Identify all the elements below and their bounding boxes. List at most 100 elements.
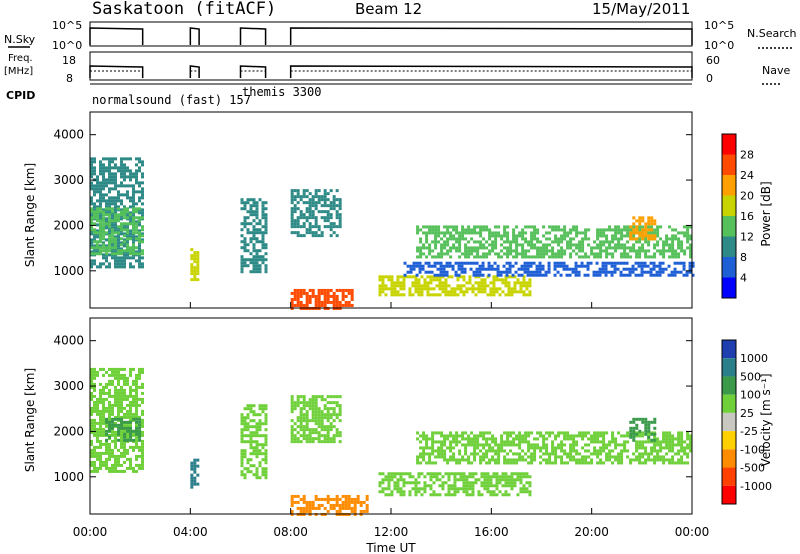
- heat-cell: [587, 443, 591, 447]
- heat-cell: [650, 420, 654, 424]
- heat-cell: [255, 440, 259, 444]
- heat-cell: [473, 452, 477, 456]
- heat-cell: [473, 228, 477, 232]
- heat-cell: [450, 290, 454, 294]
- heat-cell: [302, 497, 306, 501]
- heat-cell: [607, 261, 611, 265]
- heat-cell: [308, 500, 312, 504]
- heat-cell: [619, 270, 623, 274]
- heat-cell: [141, 391, 144, 395]
- heat-cell: [553, 267, 557, 271]
- heat-cell: [264, 437, 268, 441]
- heat-cell: [506, 237, 510, 241]
- heat-cell: [611, 455, 615, 459]
- heat-cell: [569, 237, 573, 241]
- heat-cell: [90, 228, 93, 232]
- heat-cell: [111, 181, 114, 185]
- heat-cell: [605, 443, 609, 447]
- heat-cell: [505, 270, 509, 274]
- heat-cell: [132, 238, 135, 242]
- heat-cell: [502, 264, 506, 268]
- heat-cell: [293, 225, 297, 229]
- heat-cell: [132, 175, 135, 179]
- heat-cell: [491, 455, 495, 459]
- heat-cell: [320, 395, 324, 399]
- heat-cell: [453, 287, 457, 291]
- heat-cell: [671, 440, 675, 444]
- heat-cell: [566, 231, 570, 235]
- heat-cell: [595, 261, 599, 265]
- heat-cell: [258, 443, 262, 447]
- heat-cell: [123, 232, 126, 236]
- heat-cell: [530, 246, 534, 250]
- heat-cell: [114, 400, 117, 404]
- heat-cell: [381, 287, 385, 291]
- heat-cell: [437, 440, 441, 444]
- heat-cell: [123, 238, 126, 242]
- heat-cell: [193, 464, 197, 468]
- y-tick-label: 4000: [53, 334, 84, 348]
- heat-cell: [605, 446, 609, 450]
- heat-cell: [96, 406, 99, 410]
- heat-cell: [557, 434, 561, 438]
- heat-cell: [492, 490, 496, 494]
- heat-cell: [656, 234, 660, 238]
- heat-cell: [449, 446, 453, 450]
- heat-cell: [111, 423, 115, 427]
- heat-cell: [507, 290, 511, 294]
- heat-cell: [602, 461, 606, 465]
- heat-cell: [569, 458, 573, 462]
- heat-cell: [93, 216, 96, 220]
- heat-cell: [90, 409, 93, 413]
- heat-cell: [335, 416, 339, 420]
- heat-cell: [138, 207, 141, 211]
- heat-cell: [522, 293, 526, 297]
- heat-cell: [138, 420, 142, 424]
- heat-cell: [465, 490, 469, 494]
- heat-cell: [123, 228, 126, 232]
- heat-cell: [117, 388, 120, 392]
- heat-cell: [141, 238, 144, 242]
- heat-cell: [320, 195, 324, 199]
- heat-cell: [114, 370, 117, 374]
- heat-cell: [362, 509, 366, 513]
- heat-cell: [314, 219, 318, 223]
- heat-cell: [108, 466, 111, 470]
- heat-cell: [494, 252, 498, 256]
- heat-cell: [521, 252, 525, 256]
- heat-cell: [296, 416, 300, 420]
- heat-cell: [290, 291, 294, 295]
- heat-cell: [551, 461, 555, 465]
- heat-cell: [347, 506, 351, 510]
- heat-cell: [323, 195, 327, 199]
- heat-cell: [661, 270, 665, 274]
- heat-cell: [653, 432, 657, 436]
- heat-cell: [123, 367, 126, 371]
- heat-cell: [522, 487, 526, 491]
- heat-cell: [120, 225, 123, 229]
- heat-cell: [647, 452, 651, 456]
- heat-cell: [485, 461, 489, 465]
- heat-cell: [632, 432, 636, 436]
- heat-cell: [296, 195, 300, 199]
- heat-cell: [506, 431, 510, 435]
- heat-cell: [569, 243, 573, 247]
- heat-cell: [326, 416, 330, 420]
- heat-cell: [435, 493, 439, 497]
- heat-cell: [311, 195, 315, 199]
- heat-cell: [438, 472, 442, 476]
- heat-cell: [638, 443, 642, 447]
- heat-cell: [680, 458, 684, 462]
- heat-cell: [258, 240, 262, 244]
- heat-cell: [108, 172, 111, 176]
- heat-cell: [632, 222, 636, 226]
- heat-cell: [677, 246, 681, 250]
- heat-cell: [393, 293, 397, 297]
- heat-cell: [311, 216, 315, 220]
- heat-cell: [193, 269, 197, 273]
- heat-cell: [431, 446, 435, 450]
- heat-cell: [393, 284, 397, 288]
- heat-cell: [611, 440, 615, 444]
- heat-cell: [542, 452, 546, 456]
- heat-cell: [393, 475, 397, 479]
